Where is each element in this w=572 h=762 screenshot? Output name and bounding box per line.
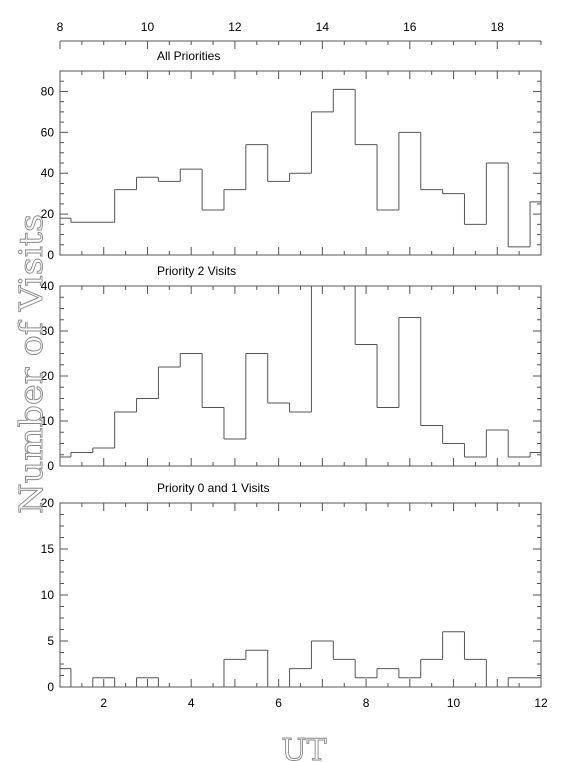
x-axis-tick-label: 6	[275, 696, 282, 710]
y-axis-tick-label: 20	[41, 496, 55, 510]
top-axis-tick-label: 14	[316, 20, 330, 34]
y-axis-tick-label: 5	[47, 634, 54, 648]
top-axis-tick-label: 16	[403, 20, 417, 34]
histogram-series	[60, 88, 541, 248]
top-axis-tick-label: 12	[228, 20, 242, 34]
histogram-series	[60, 285, 541, 458]
panel-all-priorities: All Priorities 0 20 40 60 80	[41, 49, 542, 262]
top-axis-tick-label: 8	[57, 20, 64, 34]
x-axis-tick-label: 2	[100, 696, 107, 710]
panel-title: Priority 2 Visits	[157, 264, 236, 278]
y-axis-tick-label: 20	[41, 369, 55, 383]
top-axis: 8 10 12 14 16 18	[57, 20, 542, 49]
y-axis-tick-label: 60	[41, 125, 55, 139]
x-axis-tick-label: 10	[447, 696, 461, 710]
panel-title: All Priorities	[157, 49, 220, 63]
y-axis-title: Number of Visits	[12, 214, 50, 514]
x-axis-tick-label: 8	[363, 696, 370, 710]
x-axis-tick-label: 12	[534, 696, 548, 710]
histogram-series	[60, 631, 541, 688]
x-axis-tick-label: 4	[188, 696, 195, 710]
y-axis-tick-label: 80	[41, 84, 55, 98]
top-axis-tick-label: 18	[491, 20, 505, 34]
panel-title: Priority 0 and 1 Visits	[157, 481, 270, 495]
y-axis-tick-label: 20	[41, 207, 55, 221]
y-axis-tick-label: 10	[41, 414, 55, 428]
panel-frame	[59, 70, 542, 256]
y-axis-tick-label: 40	[41, 279, 55, 293]
top-axis-tick-label: 10	[141, 20, 155, 34]
x-axis-title: UT	[281, 733, 326, 762]
y-axis-tick-label: 30	[41, 324, 55, 338]
y-axis-tick-label: 0	[47, 680, 54, 694]
panel-priority-0-and-1-visits: Priority 0 and 1 Visits 0 5 10 15 20 2 4 6 8 10 12	[41, 481, 548, 710]
y-axis-tick-label: 40	[41, 166, 55, 180]
panel-frame	[59, 285, 542, 467]
y-axis-tick-label: 15	[41, 542, 55, 556]
y-axis-tick-label: 10	[41, 588, 55, 602]
y-axis-tick-label: 0	[47, 248, 54, 262]
y-axis-tick-label: 0	[47, 459, 54, 473]
panel-priority-2-visits: Priority 2 Visits 0 10 20 30 40	[41, 264, 542, 473]
